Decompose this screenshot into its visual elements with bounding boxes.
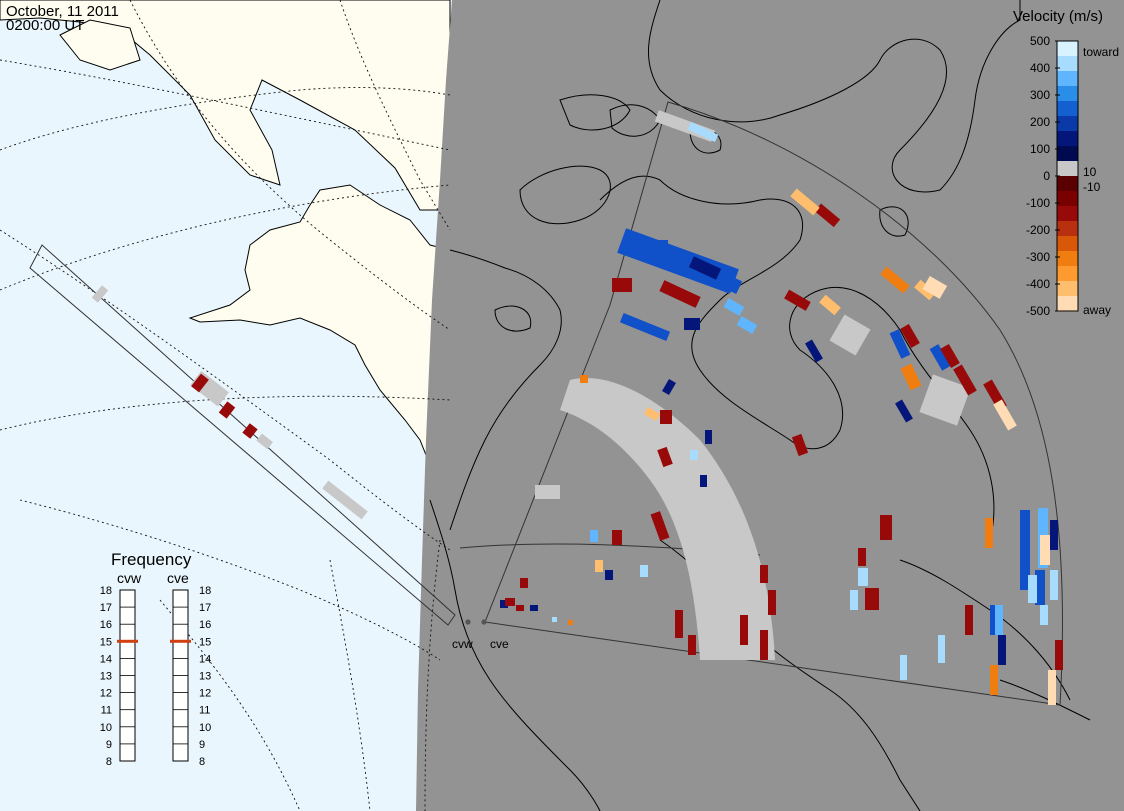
colorbar-segment: [1057, 206, 1078, 222]
colorbar-segment: [1057, 251, 1078, 267]
colorbar-segment: [1057, 56, 1078, 72]
frequency-tick-left: 17: [100, 602, 112, 614]
velocity-tick-label: 200: [1030, 115, 1050, 129]
date-label: October, 11 2011: [6, 3, 119, 20]
radar-label-cve: cve: [490, 637, 509, 651]
time-label: 0200:00 UT: [6, 17, 85, 34]
velocity-tick-label: 300: [1030, 88, 1050, 102]
colorbar-segment: [1057, 161, 1078, 177]
colorbar-segment: [1057, 191, 1078, 207]
frequency-tick-right: 10: [199, 722, 211, 734]
velocity-scatter: [191, 122, 1063, 705]
frequency-radar-cvw: cvw: [117, 570, 142, 586]
frequency-marker: [117, 639, 138, 643]
colorbar-segment: [1057, 281, 1078, 297]
frequency-tick-right: 15: [199, 636, 211, 648]
frequency-tick-left: 18: [100, 585, 112, 597]
frequency-tick-left: 15: [100, 636, 112, 648]
colorbar-segment: [1057, 116, 1078, 132]
night-region: [416, 0, 1124, 811]
velocity-colorbar: [1057, 41, 1078, 312]
colorbar-segment: [1057, 71, 1078, 87]
colorbar-segment: [1057, 41, 1078, 57]
legend-label-10: 10: [1083, 165, 1097, 179]
frequency-tick-left: 12: [100, 688, 112, 700]
frequency-tick-left: 9: [106, 739, 112, 751]
frequency-tick-right: 11: [199, 705, 210, 717]
frequency-radar-cve: cve: [167, 570, 189, 586]
velocity-ticks: 500 400 300 200 100 0 -100 -200 -300 -400 -500: [1026, 34, 1060, 318]
graticule: [0, 0, 451, 811]
frequency-tick-right: 17: [199, 602, 211, 614]
frequency-tick-left: 16: [100, 619, 112, 631]
frequency-tick-right: 16: [199, 619, 211, 631]
colorbar-segment: [1057, 101, 1078, 117]
velocity-tick-label: -400: [1026, 277, 1050, 291]
velocity-tick-label: 500: [1030, 34, 1050, 48]
velocity-legend-title: Velocity (m/s): [1013, 8, 1103, 25]
velocity-tick-label: -200: [1026, 223, 1050, 237]
radar-site-cvw: cvw: [452, 619, 473, 651]
frequency-scale: 18 18 17 17 16 16 15 15 14 14 13 13 12 12 11 11 10 10 9 9 8 8: [100, 585, 212, 768]
legend-label-away: away: [1083, 303, 1111, 317]
legend-label-minus10: -10: [1083, 180, 1101, 194]
colorbar-segment: [1057, 131, 1078, 147]
frequency-tick-right: 9: [199, 739, 205, 751]
frequency-tick-left: 8: [106, 756, 112, 768]
colorbar-segment: [1057, 176, 1078, 192]
frequency-panel: Frequency cvw cve 18 18 17 17 16 16 15 15 14 14 13…: [100, 550, 212, 768]
velocity-legend: Velocity (m/s) 500 400 300 200 100 0 -100 -200 -…: [1013, 8, 1119, 318]
frequency-tick-right: 8: [199, 756, 205, 768]
frequency-marker: [170, 639, 191, 643]
frequency-tick-left: 10: [100, 722, 112, 734]
frequency-tick-right: 13: [199, 671, 211, 683]
legend-label-toward: toward: [1083, 45, 1119, 59]
colorbar-segment: [1057, 146, 1078, 162]
cvw-fov-beam: [29, 244, 456, 626]
cve-fov-fan: [484, 101, 1063, 706]
velocity-tick-label: 100: [1030, 142, 1050, 156]
radar-site-cve: cve: [481, 619, 509, 651]
radar-label-cvw: cvw: [452, 637, 473, 651]
velocity-tick-label: 400: [1030, 61, 1050, 75]
colorbar-segment: [1057, 221, 1078, 237]
colorbar-segment: [1057, 236, 1078, 252]
frequency-tick-left: 11: [101, 705, 112, 717]
frequency-tick-right: 14: [199, 653, 211, 665]
frequency-bar-cve: [170, 589, 191, 762]
frequency-tick-right: 18: [199, 585, 211, 597]
velocity-tick-label: -100: [1026, 196, 1050, 210]
frequency-tick-left: 14: [100, 653, 112, 665]
frequency-tick-left: 13: [100, 671, 112, 683]
frequency-title: Frequency: [111, 550, 192, 569]
colorbar-segment: [1057, 296, 1078, 312]
velocity-tick-label: -300: [1026, 250, 1050, 264]
velocity-tick-label: 0: [1043, 169, 1050, 183]
colorbar-segment: [1057, 86, 1078, 102]
coastlines: [429, 0, 1091, 811]
frequency-bar-cvw: [117, 589, 138, 762]
colorbar-segment: [1057, 266, 1078, 282]
velocity-tick-label: -500: [1026, 304, 1050, 318]
frequency-tick-right: 12: [199, 688, 211, 700]
